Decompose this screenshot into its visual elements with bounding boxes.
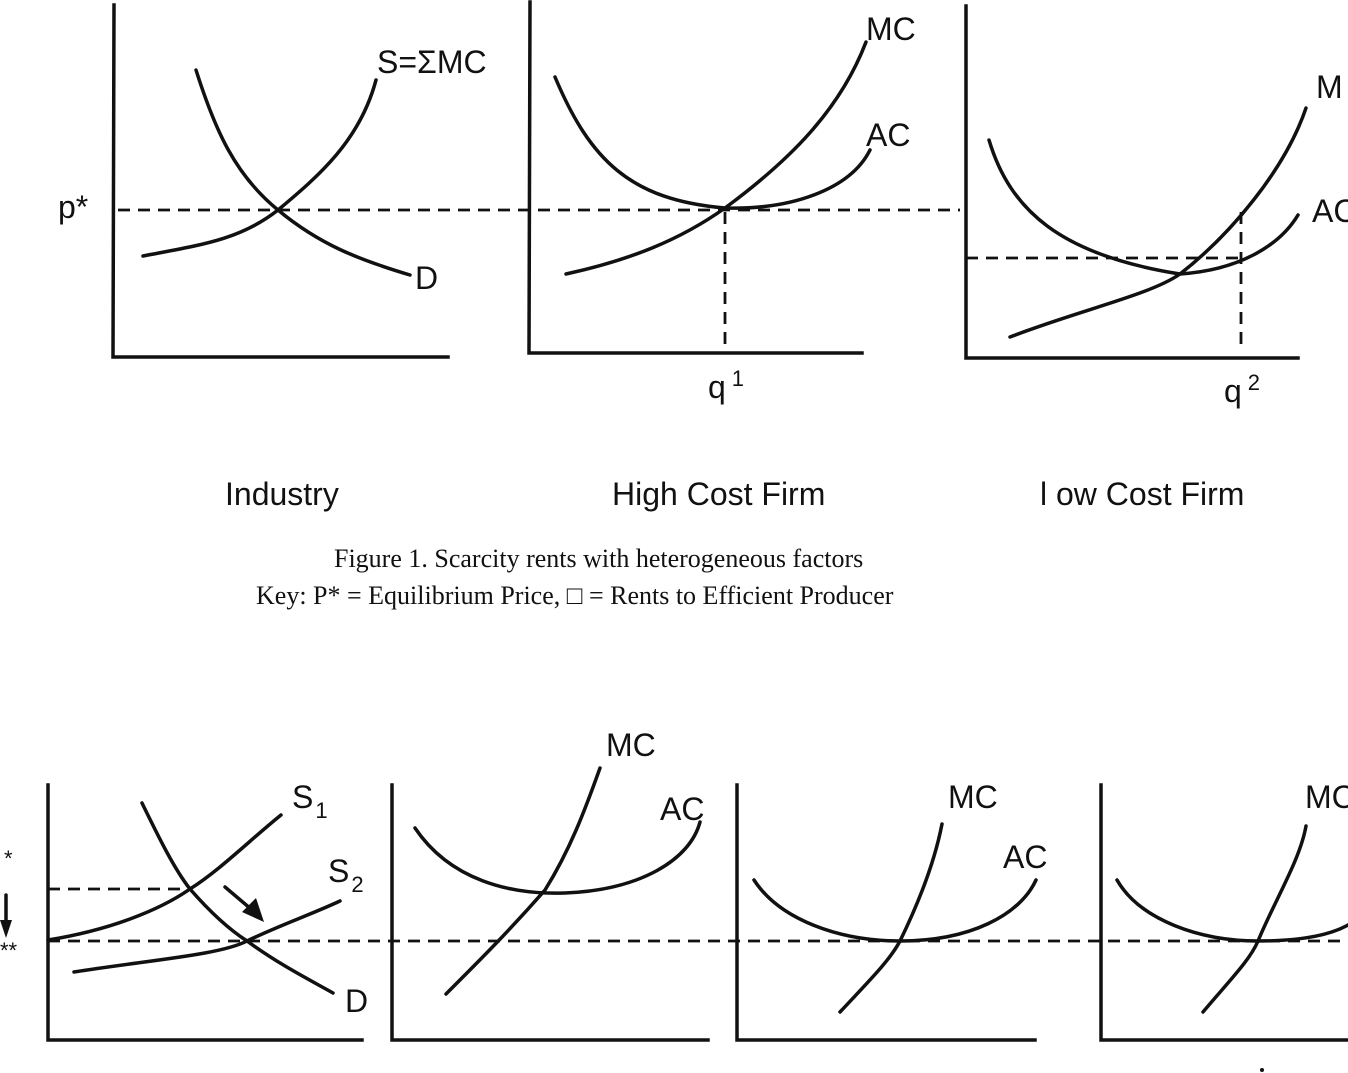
mc-curve (1008, 106, 1308, 339)
mc-label: MC (948, 779, 998, 815)
supply-label: S=ΣMC (377, 44, 487, 80)
high-cost-axes (527, 0, 864, 355)
high-cost-title: High Cost Firm (612, 476, 825, 512)
firm-c-panel: MC (1099, 779, 1348, 1072)
price-star-label: * (4, 846, 13, 871)
figure1-key: Key: P* = Equilibrium Price, □ = Rents t… (256, 581, 894, 610)
demand-curve (194, 68, 412, 277)
firm-a-panel: MC AC (390, 727, 710, 1042)
mc-curve (444, 766, 602, 996)
ac-curve (752, 878, 1038, 943)
s2-label: S2 (328, 853, 364, 897)
mc-curve (838, 822, 944, 1014)
arrowhead-icon (0, 920, 12, 938)
ac-label: AC (1312, 193, 1348, 229)
supply-curve (141, 78, 378, 258)
arrowhead-icon (242, 898, 264, 922)
industry-title: Industry (225, 476, 339, 512)
demand-label: D (415, 260, 438, 296)
firm-b-panel: MC AC (735, 779, 1047, 1042)
mc-curve (1201, 824, 1308, 1014)
ac-curve (413, 820, 702, 895)
price-double-star-label: ** (0, 938, 18, 963)
firm-a-axes (390, 783, 710, 1042)
low-cost-title: l ow Cost Firm (1040, 476, 1244, 512)
mc-label: MC (1305, 779, 1348, 815)
ac-curve (1115, 878, 1348, 943)
industry-shift-panel: S1 S2 D * ** (0, 779, 1348, 1042)
demand-label: D (345, 983, 368, 1019)
demand-curve (140, 801, 335, 995)
mc-label: MC (606, 727, 656, 763)
low-cost-axes (964, 4, 1300, 360)
ac-label: AC (660, 791, 704, 827)
dot-mark (1260, 1068, 1264, 1072)
ac-label: AC (866, 117, 910, 153)
industry-axes (111, 3, 450, 359)
firm-b-axes (735, 783, 1037, 1042)
price-label: p* (58, 189, 88, 225)
supply-2-curve (72, 899, 342, 974)
mc-curve (564, 40, 868, 276)
industry-panel: S=ΣMC D p* (58, 3, 960, 359)
supply-1-curve (46, 813, 283, 942)
figure1-caption: Figure 1. Scarcity rents with heterogene… (334, 544, 863, 573)
ac-curve (987, 138, 1300, 276)
mc-label: M (1316, 69, 1343, 105)
s1-label: S1 (292, 779, 328, 823)
industry2-axes (46, 783, 364, 1042)
mc-label: MC (866, 11, 916, 47)
ac-curve (553, 75, 872, 210)
firm-c-axes (1099, 783, 1348, 1042)
ac-label: AC (1003, 839, 1047, 875)
